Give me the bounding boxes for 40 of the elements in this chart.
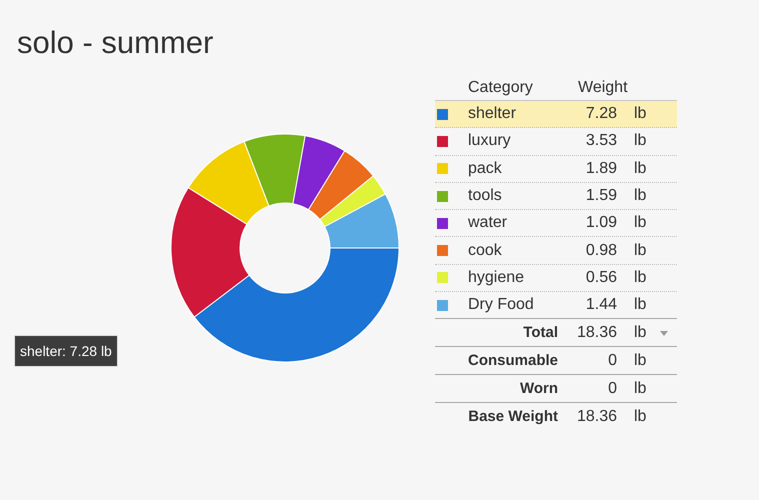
text: 0: [608, 379, 617, 400]
data-label: 0.56: [586, 268, 617, 288]
legend-title: Category: [468, 78, 533, 98]
text: 18.36: [576, 323, 617, 344]
text: shelter: 7.28 lb: [20, 343, 112, 359]
legend-label: water: [468, 213, 508, 234]
data-label: 1.89: [586, 158, 617, 179]
text: Consumable: [468, 351, 558, 372]
text: lb: [634, 380, 646, 398]
legend-label: cook: [468, 240, 502, 260]
data-label: 3.53: [586, 131, 617, 152]
text: lb: [634, 186, 646, 204]
data-label: 7.28: [586, 104, 617, 124]
text: lb: [634, 214, 646, 232]
legend-label: shelter: [468, 104, 516, 124]
text: lb: [634, 160, 646, 177]
text: Worn: [520, 379, 558, 400]
text: lb: [634, 268, 646, 286]
text: Total: [523, 323, 558, 344]
legend-label: Dry Food: [468, 295, 534, 316]
data-label: 0.98: [586, 240, 617, 260]
legend-label: luxury: [468, 131, 511, 152]
text: lb: [634, 242, 646, 258]
data-label: 1.09: [586, 213, 617, 234]
text: lb: [634, 324, 646, 342]
legend-label: tools: [468, 186, 502, 206]
data-label: 1.59: [586, 186, 617, 206]
text: lb: [634, 132, 646, 150]
text: 0: [608, 351, 617, 372]
text: lb: [634, 104, 646, 124]
text: lb: [634, 408, 646, 426]
legend-label: hygiene: [468, 268, 524, 288]
text: 18.36: [576, 407, 617, 428]
text: lb: [634, 352, 646, 370]
chart-title: solo - summer: [17, 24, 214, 62]
legend-label: pack: [468, 158, 502, 179]
text: Base Weight: [468, 407, 558, 428]
text: lb: [634, 296, 646, 314]
data-label: 1.44: [586, 295, 617, 316]
text: Weight: [578, 78, 628, 98]
